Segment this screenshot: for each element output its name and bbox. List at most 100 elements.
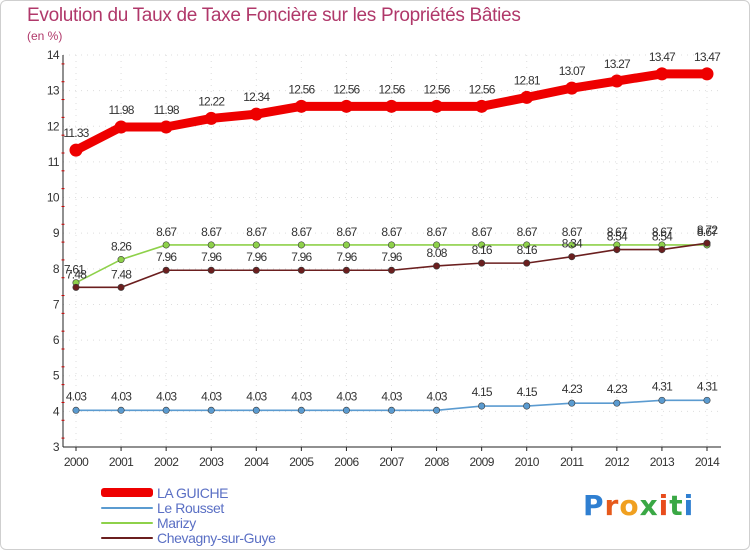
data-point (297, 241, 305, 249)
data-point (117, 406, 125, 414)
data-point (297, 406, 305, 414)
data-label: 13.27 (604, 57, 631, 71)
data-point (703, 396, 711, 404)
data-point (339, 99, 353, 113)
data-point (117, 283, 125, 291)
data-point (297, 266, 305, 274)
data-label: 12.56 (424, 82, 451, 96)
data-label: 8.67 (246, 225, 267, 239)
data-point (568, 241, 576, 249)
data-label: 4.03 (246, 389, 267, 403)
proxiti-logo: Proxiti (583, 489, 694, 522)
data-point (385, 99, 398, 113)
data-label: 4.03 (426, 389, 447, 403)
data-label: 4.03 (381, 389, 402, 403)
logo-letter: o (619, 489, 640, 522)
data-label: 8.67 (517, 225, 538, 239)
y-tick-label: 8 (53, 262, 60, 276)
chart-title: Evolution du Taux de Taxe Foncière sur l… (27, 5, 521, 26)
data-point (655, 67, 669, 81)
data-point (565, 81, 579, 95)
data-label: 12.56 (469, 82, 496, 96)
logo-letter: x (639, 489, 659, 522)
data-point (72, 283, 80, 291)
legend-swatch (101, 521, 153, 524)
data-point (568, 399, 576, 407)
data-point (249, 107, 263, 121)
data-label: 8.67 (336, 225, 357, 239)
data-label: 4.31 (652, 379, 673, 393)
y-tick-label: 9 (53, 226, 60, 240)
data-label: 8.26 (111, 240, 132, 254)
data-label: 4.03 (156, 389, 177, 403)
data-point (342, 241, 350, 249)
x-tick-label: 2001 (109, 455, 134, 469)
data-point (252, 241, 260, 249)
data-label: 7.96 (291, 250, 312, 264)
logo-letter: r (604, 489, 620, 522)
data-label: 7.96 (246, 250, 267, 264)
legend-swatch (101, 506, 153, 509)
y-tick-label: 4 (53, 404, 60, 418)
legend: LA GUICHE Le Rousset Marizy Chevagny-sur-Gu… (101, 485, 276, 546)
y-tick-label: 5 (53, 369, 60, 383)
data-point (433, 241, 441, 249)
data-label: 8.67 (156, 225, 177, 239)
data-label: 7.48 (66, 267, 87, 281)
data-point (430, 99, 444, 113)
data-label: 4.03 (291, 389, 312, 403)
legend-item: Chevagny-sur-Guye (101, 530, 276, 546)
data-label: 7.96 (156, 250, 177, 264)
y-tick-label: 6 (53, 333, 60, 347)
legend-swatch (101, 488, 153, 497)
data-label: 12.56 (378, 82, 405, 96)
logo-letter: i (683, 489, 695, 522)
x-tick-label: 2012 (605, 455, 630, 469)
data-label: 4.15 (517, 385, 538, 399)
data-label: 4.03 (336, 389, 357, 403)
data-label: 8.67 (562, 225, 583, 239)
x-tick-label: 2014 (695, 455, 720, 469)
legend-item: LA GUICHE (101, 485, 275, 501)
data-point (613, 399, 621, 407)
data-label: 8.67 (291, 225, 312, 239)
data-label: 8.16 (472, 243, 493, 257)
legend-label: Le Rousset (157, 499, 224, 516)
legend-label: Marizy (157, 514, 196, 531)
data-point (433, 262, 441, 270)
data-point (478, 259, 486, 267)
data-label: 13.47 (694, 50, 721, 64)
data-label: 8.67 (607, 225, 628, 239)
data-point (568, 253, 576, 261)
data-point (159, 120, 173, 134)
data-point (207, 241, 215, 249)
data-label: 7.96 (336, 250, 357, 264)
data-point (342, 266, 350, 274)
data-point (252, 406, 260, 414)
data-label: 8.54 (652, 230, 673, 244)
y-tick-label: 7 (53, 297, 60, 311)
x-tick-label: 2003 (199, 455, 224, 469)
data-point (162, 266, 170, 274)
logo-letter: P (583, 489, 605, 522)
data-label: 4.15 (472, 385, 493, 399)
data-point (207, 266, 215, 274)
data-label: 11.98 (109, 103, 135, 117)
data-label: 11.98 (154, 103, 180, 117)
data-label: 8.16 (517, 243, 538, 257)
legend-item: Marizy (101, 514, 275, 531)
data-point (658, 246, 666, 254)
x-tick-label: 2010 (515, 455, 540, 469)
y-tick-label: 13 (47, 84, 60, 98)
data-point (387, 266, 395, 274)
data-point (117, 256, 125, 264)
data-point (114, 120, 128, 134)
data-point (475, 99, 489, 113)
data-label: 4.23 (607, 382, 628, 396)
x-tick-label: 2000 (64, 455, 89, 469)
data-label: 8.67 (381, 225, 402, 239)
data-label: 8.67 (652, 225, 673, 239)
data-label: 13.07 (559, 64, 586, 78)
series-le-rousset (72, 396, 711, 414)
